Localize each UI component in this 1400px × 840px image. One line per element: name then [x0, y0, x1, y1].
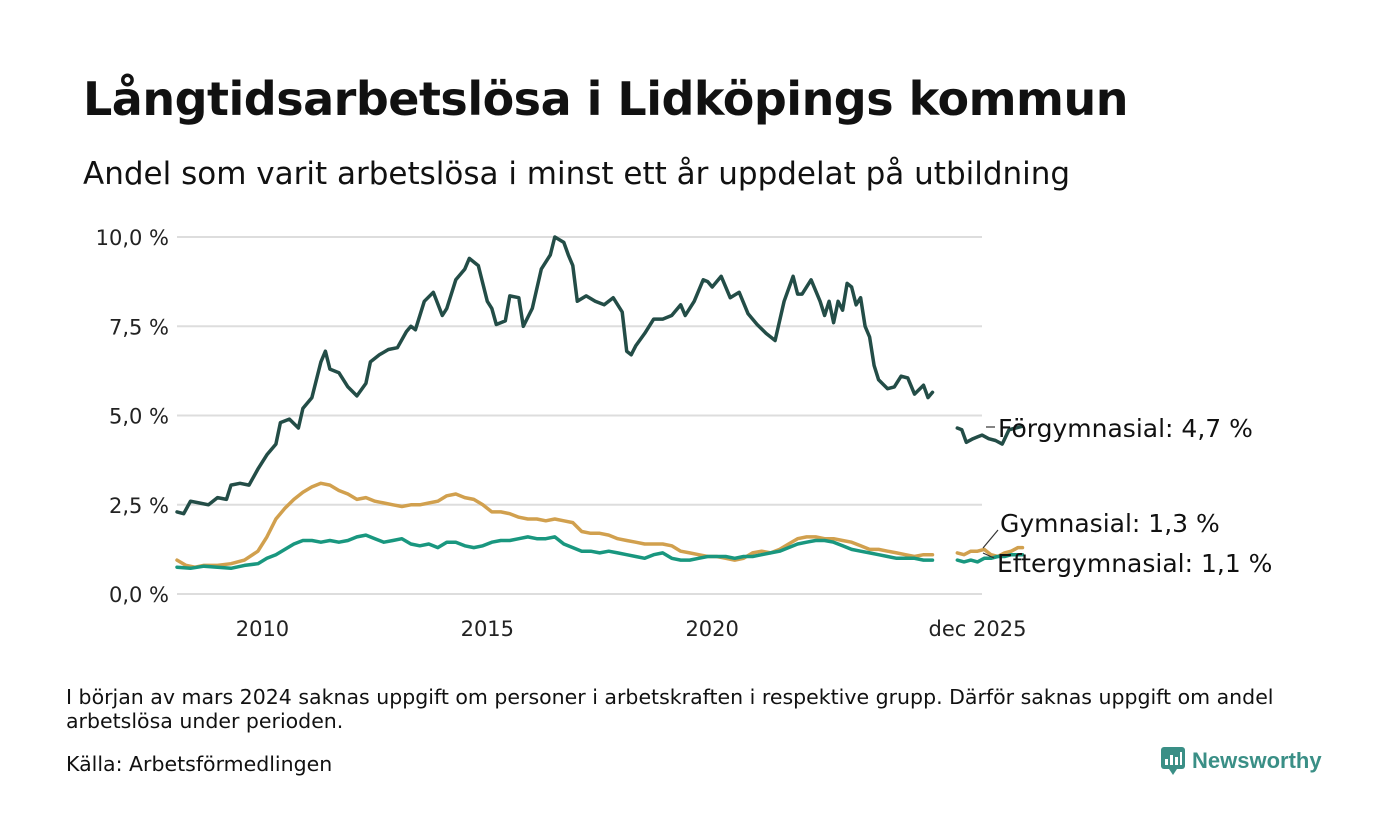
chart-title: Långtidsarbetslösa i Lidköpings kommun: [83, 72, 1128, 126]
brand-logo: Newsworthy: [1160, 746, 1322, 776]
series-line-gymnasial: [175, 481, 1025, 569]
x-tick-label-1: 2015: [461, 617, 514, 641]
series-label-gymnasial: Gymnasial: 1,3 %: [1000, 509, 1220, 538]
chart-subtitle: Andel som varit arbetslösa i minst ett å…: [83, 156, 1071, 192]
series-label-förgymnasial: Förgymnasial: 4,7 %: [998, 414, 1253, 443]
brand-name: Newsworthy: [1192, 748, 1322, 773]
x-tick-label-2: 2020: [685, 617, 738, 641]
y-tick-label-4: 10,0 %: [96, 226, 169, 250]
y-tick-label-1: 2,5 %: [109, 494, 169, 518]
series-label-eftergymnasial: Eftergymnasial: 1,1 %: [997, 549, 1272, 578]
source-text: Källa: Arbetsförmedlingen: [66, 752, 333, 776]
series-line-förgymnasial: [175, 235, 1025, 516]
x-tick-label-3: dec 2025: [929, 617, 1027, 641]
footnote: I början av mars 2024 saknas uppgift om …: [66, 685, 1274, 733]
series-line-eftergymnasial: [175, 533, 1025, 571]
y-tick-label-0: 0,0 %: [109, 583, 169, 607]
x-tick-label-0: 2010: [236, 617, 289, 641]
y-tick-label-3: 7,5 %: [109, 315, 169, 339]
newsworthy-logo-icon: [1161, 747, 1185, 775]
series-label-leader-eftergymnasial: [982, 552, 995, 559]
y-tick-label-2: 5,0 %: [109, 405, 169, 429]
series-label-leader-gymnasial: [982, 529, 999, 549]
